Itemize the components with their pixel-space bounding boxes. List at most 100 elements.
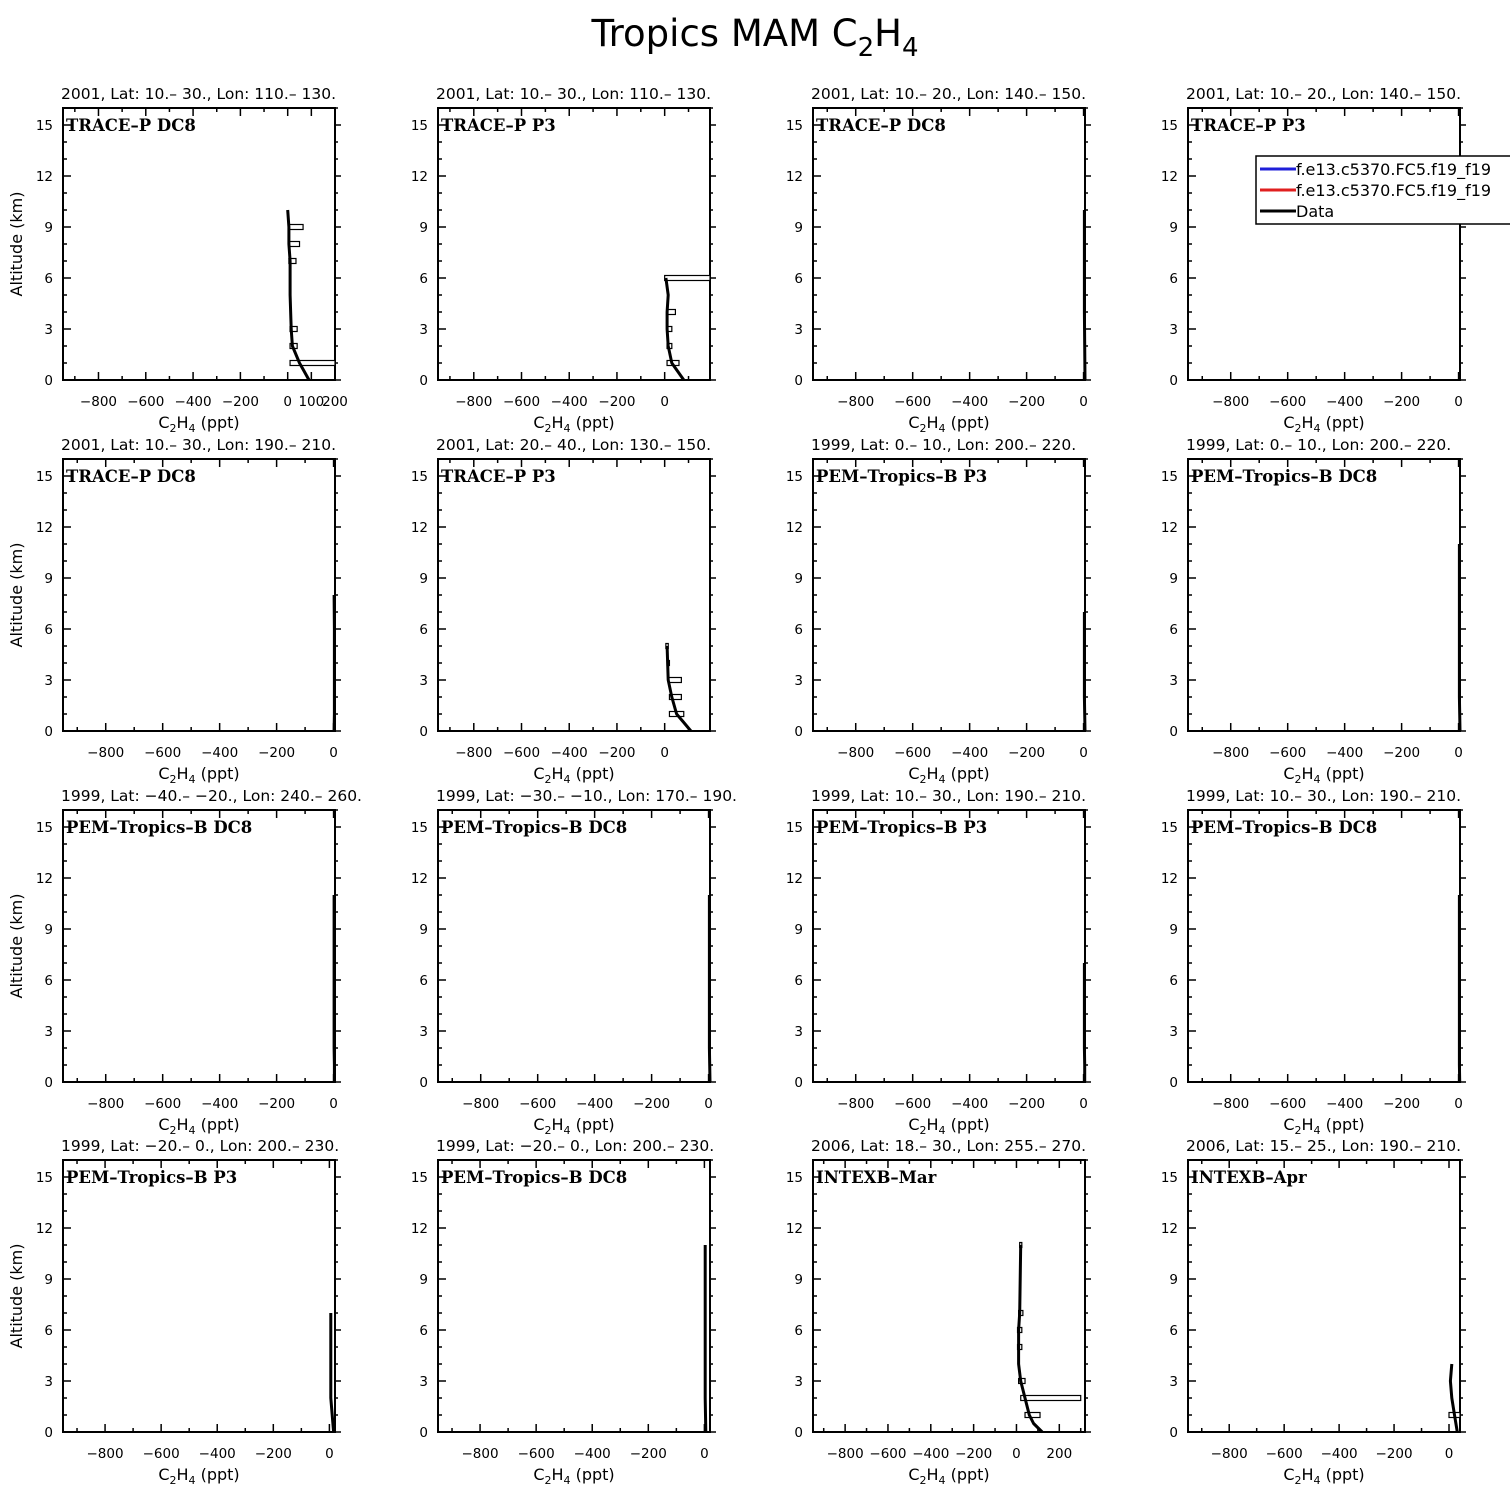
y-tick-label: 3 xyxy=(419,673,428,689)
range-bar xyxy=(1024,1411,1041,1419)
panel-title: 2001, Lat: 10.– 30., Lon: 110.– 130. xyxy=(436,85,711,103)
range-bar xyxy=(667,676,682,684)
panel-title: 2001, Lat: 10.– 20., Lon: 140.– 150. xyxy=(1186,85,1461,103)
plot-frame xyxy=(62,458,336,732)
x-tick-label: −200 xyxy=(1008,394,1045,410)
y-tick-label: 15 xyxy=(411,820,428,836)
x-tick-label: −800 xyxy=(1212,745,1249,761)
y-tick-label: 6 xyxy=(44,1323,53,1339)
x-axis-label: C2H4 (ppt) xyxy=(533,413,614,435)
campaign-label: TRACE–P DC8 xyxy=(816,116,946,135)
x-tick-label: −200 xyxy=(258,745,295,761)
x-tick-label: 0 xyxy=(1012,1446,1021,1462)
y-tick-label: 9 xyxy=(44,1272,53,1288)
y-tick-label: 6 xyxy=(1169,622,1178,638)
panel-title: 1999, Lat: −20.– 0., Lon: 200.– 230. xyxy=(436,1137,714,1155)
range-bar xyxy=(288,223,304,231)
y-tick-label: 9 xyxy=(419,1272,428,1288)
x-tick-label: 0 xyxy=(1454,745,1463,761)
panel-title: 2001, Lat: 10.– 30., Lon: 190.– 210. xyxy=(61,436,336,454)
y-axis-label: Altitude (km) xyxy=(7,543,26,648)
panel-title: 1999, Lat: −30.– −10., Lon: 170.– 190. xyxy=(436,787,737,805)
x-tick-label: 0 xyxy=(700,1446,709,1462)
data-series-line xyxy=(1017,1244,1044,1434)
y-tick-label: 12 xyxy=(411,871,428,887)
x-tick-label: −600 xyxy=(894,1096,931,1112)
y-tick-label: 9 xyxy=(794,1272,803,1288)
x-tick-label: 0 xyxy=(1454,1096,1463,1112)
y-tick-label: 9 xyxy=(1169,220,1178,236)
x-axis-label: C2H4 (ppt) xyxy=(1283,413,1364,435)
x-tick-label: −200 xyxy=(222,394,259,410)
y-tick-label: 9 xyxy=(1169,571,1178,587)
x-tick-label: −200 xyxy=(598,394,635,410)
y-tick-label: 3 xyxy=(419,322,428,338)
y-tick-label: 0 xyxy=(1169,724,1178,740)
y-tick-label: 15 xyxy=(36,1170,53,1186)
range-bar xyxy=(668,693,682,701)
x-tick-label: −800 xyxy=(827,1446,864,1462)
x-axis-label: C2H4 (ppt) xyxy=(908,764,989,786)
y-tick-label: 6 xyxy=(419,271,428,287)
y-tick-label: 6 xyxy=(419,1323,428,1339)
y-axis-label: Altitude (km) xyxy=(7,192,26,297)
y-tick-label: 0 xyxy=(419,373,428,389)
x-tick-label: 200 xyxy=(322,394,348,410)
x-tick-label: −600 xyxy=(503,745,540,761)
y-tick-label: 0 xyxy=(1169,1425,1178,1441)
x-tick-label: −400 xyxy=(1326,745,1363,761)
y-tick-label: 6 xyxy=(794,973,803,989)
y-axis-label: Altitude (km) xyxy=(7,1244,26,1349)
x-tick-label: −400 xyxy=(951,745,988,761)
x-tick-label: −400 xyxy=(574,1446,611,1462)
y-tick-label: 9 xyxy=(794,922,803,938)
x-tick-label: −800 xyxy=(837,745,874,761)
panel-6: 2001, Lat: 20.– 40., Lon: 130.– 150. 0 3 6 9… xyxy=(411,436,716,786)
plot-frame xyxy=(62,809,336,1083)
x-tick-label: −600 xyxy=(1266,1446,1303,1462)
y-tick-label: 3 xyxy=(1169,322,1178,338)
x-tick-label: −600 xyxy=(869,1446,906,1462)
y-tick-label: 15 xyxy=(1161,469,1178,485)
x-tick-label: −800 xyxy=(1212,1096,1249,1112)
x-axis-label: C2H4 (ppt) xyxy=(533,764,614,786)
x-tick-label: −400 xyxy=(199,1446,236,1462)
campaign-label: PEM–Tropics–B DC8 xyxy=(441,818,627,837)
y-tick-label: 3 xyxy=(44,1374,53,1390)
campaign-label: PEM–Tropics–B DC8 xyxy=(66,818,252,837)
x-tick-label: −800 xyxy=(837,1096,874,1112)
x-tick-label: 0 xyxy=(1454,394,1463,410)
panel-11: 1999, Lat: 10.– 30., Lon: 190.– 210. 0 3 6 9… xyxy=(786,787,1091,1137)
x-tick-label: −200 xyxy=(633,1096,670,1112)
panel-12: 1999, Lat: 10.– 30., Lon: 190.– 210. 0 3 6 9… xyxy=(1161,787,1466,1137)
y-tick-label: 0 xyxy=(794,373,803,389)
data-series-line xyxy=(1082,210,1087,381)
x-tick-label: −400 xyxy=(201,745,238,761)
x-tick-label: 0 xyxy=(1079,394,1088,410)
x-tick-label: −800 xyxy=(87,1096,124,1112)
y-tick-label: 6 xyxy=(419,622,428,638)
panel-grid: 2001, Lat: 10.– 30., Lon: 110.– 130. 0 3 6 9… xyxy=(7,85,1510,1487)
x-tick-label: −400 xyxy=(551,745,588,761)
data-series-line xyxy=(1457,544,1462,732)
y-tick-label: 3 xyxy=(794,322,803,338)
y-tick-label: 12 xyxy=(1161,169,1178,185)
panel-7: 1999, Lat: 0.– 10., Lon: 200.– 220. 0 3 6 9 1… xyxy=(786,436,1091,786)
y-tick-label: 6 xyxy=(419,973,428,989)
y-tick-label: 3 xyxy=(419,1374,428,1390)
panel-title: 2001, Lat: 10.– 30., Lon: 110.– 130. xyxy=(61,85,336,103)
y-tick-label: 9 xyxy=(44,571,53,587)
x-tick-label: −200 xyxy=(955,1446,992,1462)
data-series-line xyxy=(707,895,712,1083)
x-tick-label: −800 xyxy=(80,394,117,410)
x-tick-label: 200 xyxy=(1046,1446,1072,1462)
x-axis-label: C2H4 (ppt) xyxy=(533,1465,614,1487)
panel-2: 2001, Lat: 10.– 30., Lon: 110.– 130. 0 3 6 9… xyxy=(411,85,716,435)
y-tick-label: 0 xyxy=(794,1425,803,1441)
campaign-label: TRACE–P DC8 xyxy=(66,467,196,486)
panel-title: 1999, Lat: −40.– −20., Lon: 240.– 260. xyxy=(61,787,362,805)
y-tick-label: 0 xyxy=(1169,373,1178,389)
y-tick-label: 0 xyxy=(419,1075,428,1091)
x-tick-label: −600 xyxy=(144,745,181,761)
